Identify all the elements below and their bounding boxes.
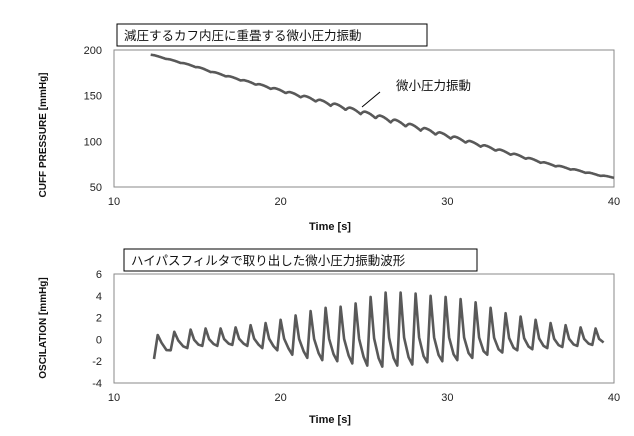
series-line-oscillation [152,291,605,368]
title-box-cuff-pressure [116,23,428,47]
x-tick-label-oscillation: 20 [275,392,287,404]
y-tick-label-oscillation: 6 [96,269,102,281]
y-axis-title-cuff-pressure: CUFF PRESSURE [mmHg] [38,72,49,197]
series-line-cuff-pressure [150,53,615,180]
annotation-leader-line [361,91,381,108]
tick-labels-oscillation: 10 20 30 40 -4 -2 0 2 4 6 [92,269,620,404]
x-tick-label-cuff-pressure: 40 [608,196,620,208]
y-tick-label-oscillation: 4 [96,291,102,303]
chart-title-oscillation: ハイパスフィルタで取り出した微小圧力振動波形 [131,253,406,268]
x-axis-title-oscillation: Time [s] [309,414,351,426]
x-tick-label-oscillation: 40 [608,392,620,404]
chart-title-cuff-pressure: 減圧するカフ内圧に重畳する微小圧力振動 [124,28,362,43]
y-tick-label-oscillation: -2 [92,356,102,368]
x-tick-label-cuff-pressure: 10 [108,196,120,208]
annotation-oscillation: 微小圧力振動 [396,78,471,93]
y-tick-label-cuff-pressure: 100 [84,136,102,148]
x-tick-label-cuff-pressure: 30 [441,196,453,208]
x-tick-label-oscillation: 30 [441,392,453,404]
y-tick-label-cuff-pressure: 50 [90,182,102,194]
y-tick-label-oscillation: -4 [92,378,102,390]
x-tick-label-oscillation: 10 [108,392,120,404]
plot-frame-oscillation [113,273,615,384]
title-box-oscillation [123,248,478,272]
y-axis-title-oscillation: OSCILATION [mmHg] [38,277,49,378]
chart-cuff-pressure: 減圧するカフ内圧に重畳する微小圧力振動 10 20 30 4050100150200 … [38,23,620,233]
plot-frame-cuff-pressure [113,49,615,188]
y-tick-label-cuff-pressure: 150 [84,91,102,103]
tick-labels-cuff-pressure: 10 20 30 40 50 100 150 200 [84,45,620,208]
y-tick-label-oscillation: 2 [96,313,102,325]
y-tick-label-cuff-pressure: 200 [84,45,102,57]
x-axis-title-cuff-pressure: Time [s] [309,221,351,233]
x-tick-label-cuff-pressure: 20 [275,196,287,208]
y-tick-label-oscillation: 0 [96,334,102,346]
chart-oscillation: ハイパスフィルタで取り出した微小圧力振動波形 10 20 30 40-4-20246 … [38,248,620,426]
